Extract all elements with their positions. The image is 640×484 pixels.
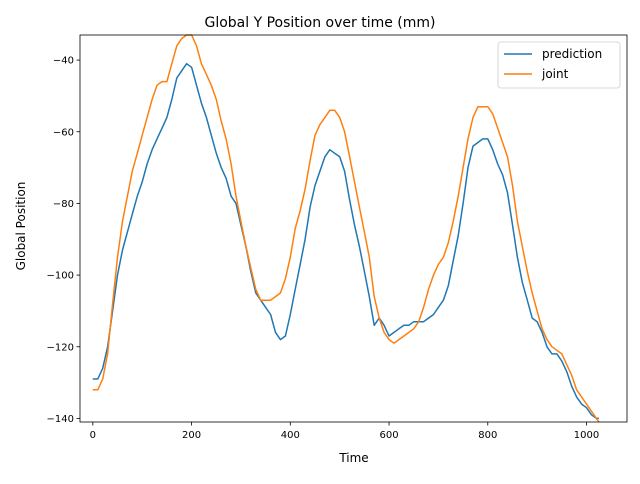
x-tick-label: 0 xyxy=(90,430,96,441)
plot-area: 0 200 400 600 800 1000 −140 −120 −100 −80 −60 −40 pr… xyxy=(47,34,628,441)
series-line-prediction xyxy=(92,62,599,420)
legend-label-prediction: prediction xyxy=(542,47,602,61)
y-axis-label: Global Position xyxy=(14,182,28,271)
chart-title: Global Y Position over time (mm) xyxy=(204,15,435,31)
y-tick-label: −40 xyxy=(53,56,74,67)
y-tick-label: −120 xyxy=(47,342,74,353)
x-tick-label: 600 xyxy=(379,430,398,441)
y-tick-label: −60 xyxy=(53,127,74,138)
y-tick-label: −80 xyxy=(53,199,74,210)
x-tick-label: 1000 xyxy=(574,430,599,441)
x-tick-label: 400 xyxy=(281,430,300,441)
x-axis-label: Time xyxy=(338,451,368,465)
x-tick-label: 800 xyxy=(478,430,497,441)
y-tick-label: −100 xyxy=(47,271,74,282)
x-tick-label: 200 xyxy=(182,430,201,441)
plot-frame xyxy=(79,34,628,423)
y-tick-label: −140 xyxy=(47,414,74,425)
legend-label-joint: joint xyxy=(541,67,569,81)
series-line-joint xyxy=(92,34,600,423)
